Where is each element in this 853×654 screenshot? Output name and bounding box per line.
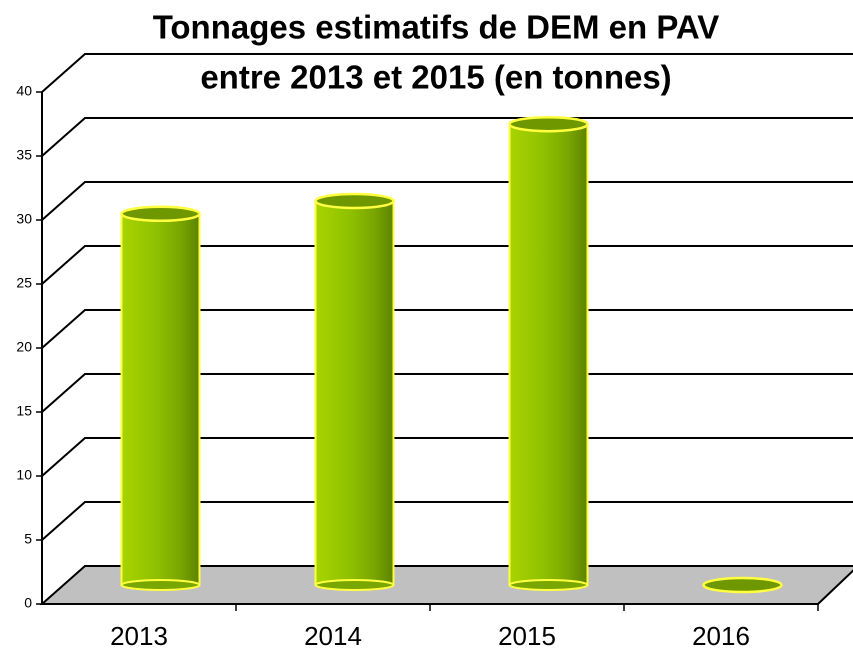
y-tick-label: 0 [24, 595, 32, 611]
grid-line [41, 117, 853, 157]
y-tick-label: 5 [24, 531, 32, 547]
x-tick-label: 2013 [110, 621, 168, 651]
bar-top [120, 205, 201, 223]
x-tick-label: 2014 [304, 621, 362, 651]
y-tick-label: 15 [16, 403, 32, 419]
y-tick-label: 35 [16, 147, 32, 163]
x-tick-label: 2015 [498, 621, 556, 651]
y-tick-label: 30 [16, 211, 32, 227]
grid-line [41, 501, 853, 541]
grid-line [41, 309, 853, 349]
bar [314, 200, 395, 586]
y-tick-label: 20 [16, 339, 32, 355]
grid-line [41, 181, 853, 221]
y-tick-label: 40 [16, 83, 32, 99]
grid-line [41, 245, 853, 285]
bar-top [508, 115, 589, 133]
chart-title: Tonnages estimatifs de DEM en PAV [153, 9, 720, 46]
x-tick-label: 2016 [692, 621, 750, 651]
bar [508, 123, 589, 586]
y-tick-label: 10 [16, 467, 32, 483]
chart-title: entre 2013 et 2015 (en tonnes) [200, 59, 671, 96]
bar-base [314, 579, 395, 591]
bar [120, 212, 201, 587]
grid-line [41, 373, 853, 413]
bar-top [314, 192, 395, 210]
bar-base [508, 579, 589, 591]
grid-line [41, 53, 853, 93]
y-tick-label: 25 [16, 275, 32, 291]
bar-top [702, 576, 783, 594]
grid-line [41, 437, 853, 477]
bar-base [120, 579, 201, 591]
